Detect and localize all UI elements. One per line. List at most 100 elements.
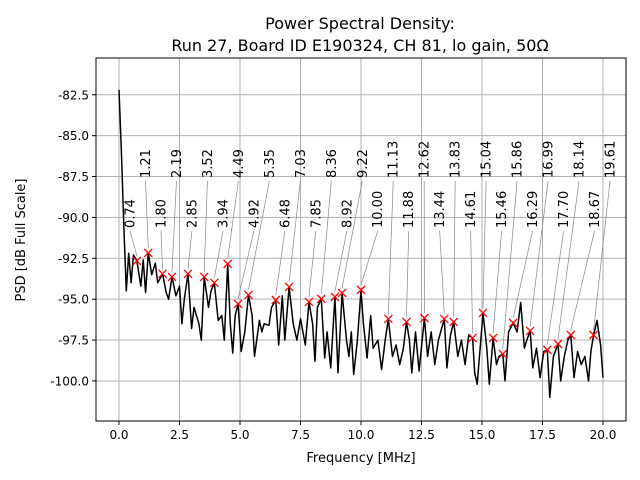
peak-label: 5.35 <box>263 149 278 178</box>
peak-marker <box>419 313 429 323</box>
y-tick-label: -95.0 <box>58 293 89 307</box>
peak-marker <box>183 269 193 279</box>
peak-label: 14.61 <box>464 191 479 228</box>
peak-leader-line <box>334 230 348 292</box>
peak-marker <box>167 272 177 282</box>
peak-leader-line <box>308 230 317 297</box>
peak-label: 17.70 <box>557 191 572 228</box>
peak-label: 10.00 <box>371 191 386 228</box>
peak-label: 15.04 <box>480 141 495 178</box>
peak-marker <box>525 326 535 336</box>
peak-label: 1.80 <box>155 199 170 228</box>
peak-leader-line <box>341 180 363 289</box>
x-tick-label: 12.5 <box>408 428 435 442</box>
peak-label: 16.29 <box>526 191 541 228</box>
peak-label: 0.74 <box>124 199 139 228</box>
peak-label: 7.85 <box>309 199 324 228</box>
peak-marker <box>383 314 393 324</box>
peak-marker <box>304 297 314 307</box>
peak-marker <box>330 292 340 302</box>
peak-leader-line <box>557 180 580 340</box>
y-tick-label: -92.5 <box>58 252 89 266</box>
peak-label: 9.22 <box>356 149 371 178</box>
x-tick-label: 0.0 <box>109 428 128 442</box>
peak-marker <box>468 333 478 343</box>
peak-leader-line <box>320 180 332 294</box>
peak-marker <box>244 290 253 300</box>
peak-leader-line <box>160 230 163 269</box>
peak-label: 3.52 <box>201 149 216 178</box>
x-tick-label: 7.5 <box>291 428 310 442</box>
x-axis-label: Frequency [MHz] <box>306 451 415 466</box>
peak-label: 2.19 <box>170 149 185 178</box>
y-tick-label: -90.0 <box>58 211 89 225</box>
peak-marker <box>488 333 498 343</box>
peak-marker <box>553 339 563 349</box>
peak-label: 3.94 <box>216 199 231 228</box>
peak-leader-line <box>145 180 149 248</box>
peak-marker <box>508 318 518 328</box>
peak-marker <box>132 256 142 266</box>
peak-marker <box>271 295 281 305</box>
peak-marker <box>402 317 411 327</box>
peak-marker <box>158 269 168 279</box>
peak-label: 16.99 <box>542 141 557 178</box>
peak-marker <box>233 299 243 309</box>
peak-label: 13.44 <box>433 191 448 228</box>
peak-label: 11.13 <box>387 141 402 178</box>
peak-leader-line <box>529 180 549 326</box>
peak-label: 13.83 <box>449 141 464 178</box>
peak-marker <box>589 330 599 340</box>
peak-leader-line <box>593 180 611 331</box>
peak-leader-line <box>187 230 193 269</box>
peak-label: 11.88 <box>402 191 417 228</box>
peak-leader-line <box>275 230 286 296</box>
peak-leader-line <box>502 180 518 349</box>
peak-marker <box>199 272 209 282</box>
peak-leader-line <box>406 230 410 317</box>
peak-label: 1.21 <box>139 149 154 178</box>
peak-marker <box>439 314 449 324</box>
peak-leader-line <box>248 180 270 290</box>
peak-leader-line <box>492 230 502 333</box>
peak-label: 2.85 <box>185 199 200 228</box>
peak-leader-line <box>547 230 564 345</box>
y-tick-label: -97.5 <box>58 334 89 348</box>
peak-marker <box>478 308 488 318</box>
peak-marker <box>209 278 219 288</box>
peak-label: 19.61 <box>604 141 619 178</box>
y-tick-label: -100.0 <box>50 374 89 388</box>
y-axis-label: PSD [dB Full Scale] <box>14 178 29 301</box>
peak-label: 8.36 <box>325 149 340 178</box>
chart-title: Power Spectral Density: <box>265 14 455 33</box>
peak-leader-line <box>288 180 301 282</box>
peak-label: 4.92 <box>247 199 262 228</box>
peak-leader-line <box>227 180 239 259</box>
x-tick-label: 17.5 <box>529 428 556 442</box>
peak-label: 18.67 <box>588 191 603 228</box>
peak-leader-line <box>470 230 473 333</box>
peak-label: 12.62 <box>418 141 433 178</box>
x-tick-label: 5.0 <box>230 428 249 442</box>
peak-leader-line <box>453 180 456 317</box>
peak-label: 15.46 <box>495 191 510 228</box>
y-tick-label: -82.5 <box>58 88 89 102</box>
peak-label: 8.92 <box>340 199 355 228</box>
peak-marker <box>449 317 459 327</box>
peak-leader-line <box>512 230 533 318</box>
y-tick-label: -85.0 <box>58 129 89 143</box>
x-tick-label: 20.0 <box>590 428 617 442</box>
peak-leader-line <box>387 180 394 314</box>
psd-line <box>118 89 604 399</box>
peak-marker <box>143 248 153 258</box>
peak-marker <box>566 330 576 340</box>
peak-marker <box>284 282 294 292</box>
peak-marker <box>316 294 326 304</box>
x-tick-label: 15.0 <box>469 428 496 442</box>
peak-marker <box>356 285 366 295</box>
peak-marker <box>223 259 233 269</box>
peak-marker <box>542 345 552 355</box>
peak-label: 15.86 <box>511 141 526 178</box>
peak-label: 18.14 <box>573 141 588 178</box>
